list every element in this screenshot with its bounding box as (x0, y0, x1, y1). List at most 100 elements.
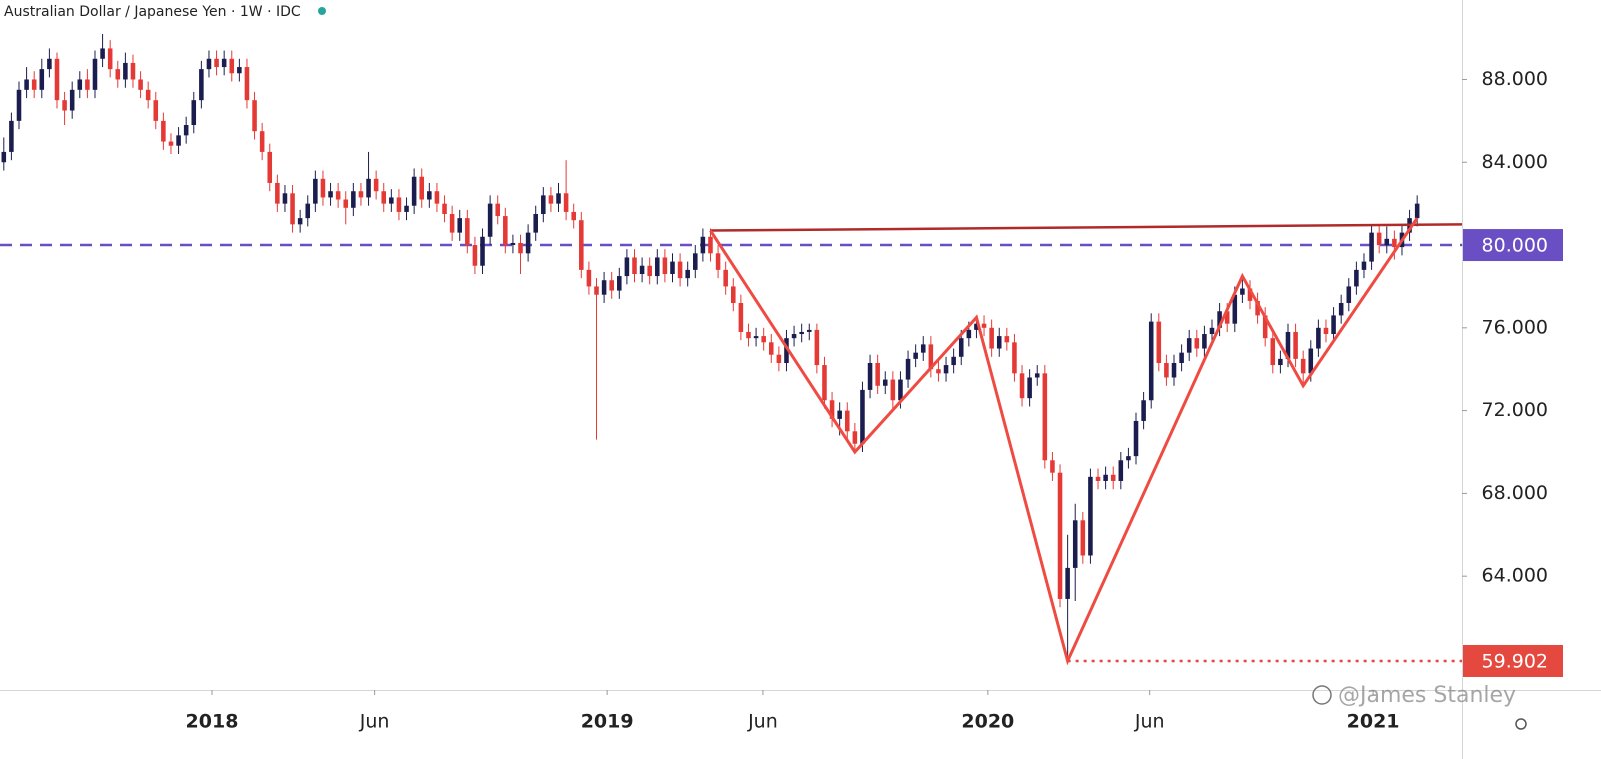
candle-body (1338, 302, 1344, 316)
candle-body (791, 334, 797, 339)
candle-body (1293, 331, 1298, 359)
price-label: 59.902 (1482, 650, 1548, 672)
candle-body (715, 253, 721, 270)
candle-body (1224, 311, 1230, 324)
candle-body (829, 400, 835, 419)
gear[interactable] (1515, 718, 1527, 730)
candle-body (1072, 520, 1078, 568)
x-tick-label: 2019 (581, 711, 634, 733)
pattern-line (709, 217, 1419, 666)
candle-body (54, 58, 60, 101)
candle-body (313, 178, 318, 204)
candle-body (107, 48, 113, 70)
candle-body (31, 79, 37, 90)
candle-body (594, 286, 599, 295)
candle-body (518, 242, 523, 254)
candle-body (145, 89, 151, 101)
candle-body (366, 178, 371, 198)
candle-body (335, 191, 341, 200)
candle-body (1148, 321, 1154, 401)
candle-body (138, 79, 143, 90)
candle-body (153, 100, 159, 121)
candle-body (183, 125, 189, 136)
candle-body (746, 331, 751, 339)
watermark-text: @James Stanley (1338, 683, 1516, 708)
candle-body (1384, 238, 1390, 246)
x-tick-label: 2020 (961, 711, 1014, 733)
price-label-box (1463, 644, 1563, 677)
candle-body (1323, 327, 1329, 335)
candle-body (191, 100, 197, 126)
candle-body (1255, 300, 1260, 316)
candle-body (434, 191, 440, 204)
candle-body (290, 193, 295, 225)
candle-body (358, 191, 364, 198)
watermark: @James Stanley (1312, 683, 1516, 708)
candle-body (411, 176, 417, 206)
candle-body (989, 327, 994, 349)
candle-body (1080, 520, 1086, 556)
candle-body (449, 213, 455, 233)
candle-body (297, 218, 303, 225)
candle-body (1103, 474, 1108, 481)
candle-body (1088, 476, 1093, 556)
candle-body (487, 203, 493, 237)
candle-body (685, 269, 690, 279)
candle-body (525, 232, 531, 254)
candle-body (1126, 456, 1131, 461)
candle-body (1194, 338, 1200, 349)
candle-body (389, 197, 394, 204)
candle-body (1414, 203, 1420, 219)
candle-body (343, 199, 349, 208)
candle-body (130, 62, 136, 80)
candle-body (16, 89, 22, 121)
candle-body (404, 205, 409, 212)
candle-body (1118, 460, 1124, 481)
axes: 64.000 68.000 72.000 76.000 80.000 84.000 88.0… (186, 68, 1563, 733)
candle-body (1042, 373, 1048, 461)
candle-body (753, 336, 759, 339)
candle-body (1202, 334, 1207, 349)
candle-body (617, 276, 622, 291)
candle-body (1316, 327, 1321, 349)
candle-body (1186, 338, 1192, 353)
candle-body (768, 342, 774, 355)
candle-body (624, 257, 630, 277)
candle-body (259, 131, 265, 152)
candle-body (381, 191, 387, 204)
candle-body (1164, 363, 1169, 378)
chart-title: Australian Dollar / Japanese Yen · 1W · … (4, 4, 301, 20)
candle-body (1369, 232, 1374, 262)
neckline (710, 223, 1463, 232)
candle-body (305, 203, 311, 219)
candle-body (1141, 400, 1146, 421)
candle-body (867, 363, 873, 390)
candle-body (24, 79, 29, 90)
candle-body (776, 354, 782, 364)
candle-body (1392, 238, 1397, 248)
y-tick-label: 76.000 (1482, 316, 1548, 338)
candle-body (533, 213, 538, 233)
candle-body (890, 379, 896, 401)
candle-body (69, 89, 75, 111)
candle-body (457, 218, 463, 233)
settings-icon[interactable] (1515, 718, 1527, 730)
candle-body (647, 265, 652, 277)
x-tick-label: Jun (1134, 711, 1165, 733)
candle-body (351, 191, 356, 208)
candle-body (495, 203, 500, 217)
candle-body (244, 67, 250, 101)
candle-body (221, 58, 227, 68)
candle-body (1133, 420, 1139, 457)
candle-body (882, 379, 888, 386)
candle-body (958, 338, 964, 357)
candle-body (214, 58, 219, 68)
candle-body (837, 410, 842, 419)
candle-body (541, 195, 546, 214)
candle-body (1354, 269, 1359, 287)
candle-body (723, 269, 728, 287)
candle-body (1034, 373, 1040, 378)
candle-body (1270, 338, 1276, 366)
